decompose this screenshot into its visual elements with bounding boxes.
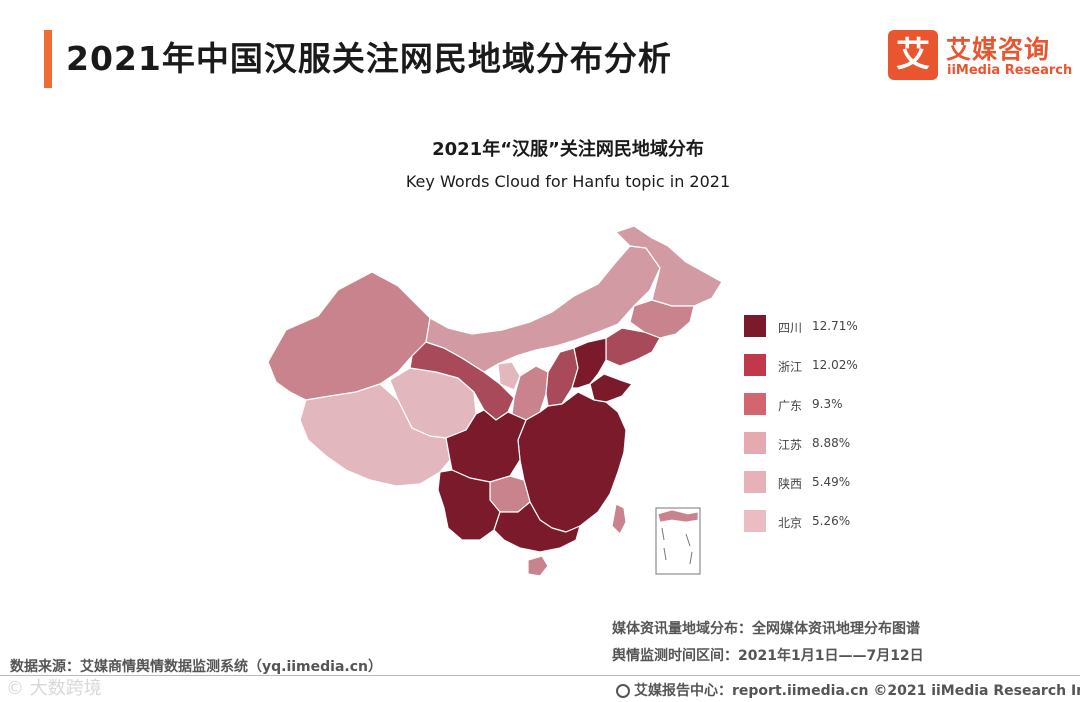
footer: 艾媒报告中心：report.iimedia.cn ©2021 iiMedia R… [616,680,1080,700]
legend-name: 浙江 [778,360,803,374]
region-liaoning [605,327,661,367]
region-guangxi-guangdong [493,501,581,553]
inset-coast [657,509,699,523]
title-accent-bar [44,30,52,88]
legend-swatch [744,393,766,415]
legend-item: 北京 5.26% [744,510,894,532]
logo-icon: 艾 [888,30,938,80]
watermark: © 大数跨境 [6,678,102,699]
legend-value: 9.3% [812,397,843,411]
region-tibet [299,383,451,487]
legend-item: 浙江 12.02% [744,354,894,376]
region-hebei [571,337,607,389]
iimedia-logo[interactable]: 艾 艾媒咨询 iiMedia Research [888,30,1072,82]
region-inner-mongolia [425,245,661,373]
data-source: 数据来源：艾媒商情舆情数据监测系统（yq.iimedia.cn） [10,659,382,675]
legend-item: 陕西 5.49% [744,471,894,493]
logo-text-cn: 艾媒咨询 [946,35,1051,64]
legend-value: 8.88% [812,436,851,450]
logo-text-en: iiMedia Research [947,63,1073,78]
legend-value: 5.26% [812,514,851,528]
region-hainan [527,555,549,577]
inset-dashes [661,527,693,565]
legend-item: 广东 9.3% [744,393,894,415]
region-taiwan [611,503,627,535]
legend-name: 四川 [778,321,803,335]
meta-distribution-note: 媒体资讯量地域分布：全网媒体资讯地理分布图谱 [612,621,920,637]
legend-swatch [744,432,766,454]
legend-swatch [744,315,766,337]
legend-swatch [744,354,766,376]
legend-name: 陕西 [778,477,803,491]
region-ningxia [497,361,521,391]
legend-swatch [744,510,766,532]
region-jilin [629,299,695,339]
legend-name: 北京 [778,516,803,530]
region-heilongjiang [615,225,723,307]
legend-name: 江苏 [778,438,803,452]
legend-value: 12.02% [812,358,858,372]
legend-swatch [744,471,766,493]
footer-text[interactable]: 艾媒报告中心：report.iimedia.cn ©2021 iiMedia R… [634,683,1080,699]
meta-time-range: 舆情监测时间区间：2021年1月1日——7月12日 [612,648,924,664]
legend-item: 四川 12.71% [744,315,894,337]
legend-value: 12.71% [812,319,858,333]
legend-item: 江苏 8.88% [744,432,894,454]
globe-icon [616,684,630,698]
chart-title: 2021年“汉服”关注网民地域分布 [432,139,704,160]
footer-divider [0,675,1080,676]
page-title: 2021年中国汉服关注网民地域分布分析 [66,39,672,78]
legend-name: 广东 [778,399,803,413]
region-shandong [589,373,633,403]
legend-value: 5.49% [812,475,851,489]
chart-subtitle: Key Words Cloud for Hanfu topic in 2021 [405,172,731,191]
